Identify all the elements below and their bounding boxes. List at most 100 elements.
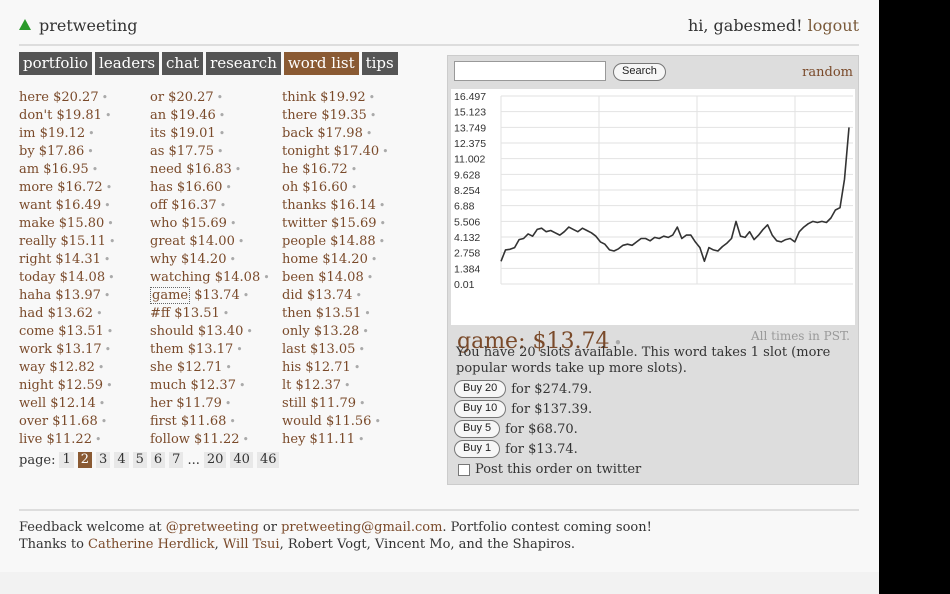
buy-button[interactable]: Buy 5 [454, 420, 501, 438]
word-item[interactable]: today $14.08 • [19, 269, 115, 287]
search-button[interactable]: Search [613, 63, 666, 81]
page-link[interactable]: 1 [59, 452, 74, 468]
word-name: lt [282, 378, 292, 393]
word-item[interactable]: an $19.46 • [150, 107, 270, 125]
word-item[interactable]: come $13.51 • [19, 323, 115, 341]
twitter-handle-link[interactable]: @pretweeting [165, 520, 259, 535]
word-item[interactable]: am $16.95 • [19, 161, 115, 179]
word-item[interactable]: still $11.79 • [282, 395, 389, 413]
word-item[interactable]: think $19.92 • [282, 89, 389, 107]
word-item[interactable]: has $16.60 • [150, 179, 270, 197]
word-item[interactable]: why $14.20 • [150, 251, 270, 269]
page-link[interactable]: 6 [150, 452, 166, 468]
twitter-option[interactable]: Post this order on twitter [458, 462, 641, 477]
word-item[interactable]: im $19.12 • [19, 125, 115, 143]
bullet-icon: • [218, 109, 226, 122]
word-item[interactable]: who $15.69 • [150, 215, 270, 233]
word-item[interactable]: here $20.27 • [19, 89, 115, 107]
word-item[interactable]: follow $11.22 • [150, 431, 270, 449]
word-item[interactable]: as $17.75 • [150, 143, 270, 161]
word-item[interactable]: only $13.28 • [282, 323, 389, 341]
page-link[interactable]: 7 [169, 452, 184, 468]
page-link[interactable]: 5 [132, 452, 147, 468]
word-name: by [19, 144, 35, 159]
word-item[interactable]: his $12.71 • [282, 359, 389, 377]
word-item[interactable]: live $11.22 • [19, 431, 115, 449]
word-price: $16.83 [182, 162, 232, 177]
page-link[interactable]: 20 [203, 452, 227, 468]
word-item[interactable]: #ff $13.51 • [150, 305, 270, 323]
credit-link[interactable]: Will Tsui [222, 537, 280, 552]
word-item[interactable]: did $13.74 • [282, 287, 389, 305]
word-item[interactable]: twitter $15.69 • [282, 215, 389, 233]
word-item[interactable]: she $12.71 • [150, 359, 270, 377]
word-item[interactable]: watching $14.08 • [150, 269, 270, 287]
word-item[interactable]: tonight $17.40 • [282, 143, 389, 161]
buy-button[interactable]: Buy 20 [454, 380, 507, 398]
word-item[interactable]: off $16.37 • [150, 197, 270, 215]
random-link[interactable]: random [802, 65, 853, 80]
word-price: $12.82 [45, 360, 95, 375]
word-item[interactable]: don't $19.81 • [19, 107, 115, 125]
brand[interactable]: pretweeting [19, 16, 138, 35]
word-item[interactable]: people $14.88 • [282, 233, 389, 251]
word-item[interactable]: there $19.35 • [282, 107, 389, 125]
word-item[interactable]: thanks $16.14 • [282, 197, 389, 215]
word-item[interactable]: way $12.82 • [19, 359, 115, 377]
bullet-icon: • [355, 289, 362, 302]
word-item[interactable]: make $15.80 • [19, 215, 115, 233]
word-item[interactable]: home $14.20 • [282, 251, 389, 269]
page-link[interactable]: 3 [96, 452, 111, 468]
page-link[interactable]: 40 [230, 452, 253, 468]
word-item[interactable]: well $12.14 • [19, 395, 115, 413]
word-item[interactable]: them $13.17 • [150, 341, 270, 359]
word-item[interactable]: need $16.83 • [150, 161, 270, 179]
word-item[interactable]: or $20.27 • [150, 89, 270, 107]
word-item[interactable]: been $14.08 • [282, 269, 389, 287]
word-item[interactable]: really $15.11 • [19, 233, 115, 251]
word-item[interactable]: her $11.79 • [150, 395, 270, 413]
nav-tab-tips[interactable]: tips [361, 52, 398, 75]
search-input[interactable] [454, 61, 606, 81]
nav-tab-research[interactable]: research [206, 52, 281, 75]
word-item[interactable]: he $16.72 • [282, 161, 389, 179]
logout-link[interactable]: logout [807, 16, 859, 35]
email-link[interactable]: pretweeting@gmail.com [281, 520, 443, 535]
word-item[interactable]: should $13.40 • [150, 323, 270, 341]
nav-tab-portfolio[interactable]: portfolio [19, 52, 93, 75]
word-item[interactable]: haha $13.97 • [19, 287, 115, 305]
word-item[interactable]: much $12.37 • [150, 377, 270, 395]
buy-button[interactable]: Buy 10 [454, 400, 507, 418]
word-item[interactable]: then $13.51 • [282, 305, 389, 323]
word-price: $16.72 [53, 180, 103, 195]
page-link[interactable]: 4 [114, 452, 129, 468]
bullet-icon: • [105, 181, 113, 194]
word-item[interactable]: over $11.68 • [19, 413, 115, 431]
word-item[interactable]: its $19.01 • [150, 125, 270, 143]
word-item[interactable]: by $17.86 • [19, 143, 115, 161]
word-item[interactable]: more $16.72 • [19, 179, 115, 197]
credit-link[interactable]: Catherine Herdlick [88, 537, 215, 552]
word-item[interactable]: hey $11.11 • [282, 431, 389, 449]
word-item[interactable]: game $13.74 • [150, 287, 270, 305]
word-item[interactable]: would $11.56 • [282, 413, 389, 431]
page-link[interactable]: 2 [77, 452, 93, 468]
word-name: them [150, 342, 184, 357]
word-item[interactable]: first $11.68 • [150, 413, 270, 431]
word-item[interactable]: back $17.98 • [282, 125, 389, 143]
page-link[interactable]: 46 [256, 452, 280, 468]
word-item[interactable]: oh $16.60 • [282, 179, 389, 197]
word-item[interactable]: had $13.62 • [19, 305, 115, 323]
word-item[interactable]: night $12.59 • [19, 377, 115, 395]
nav-tab-chat[interactable]: chat [162, 52, 204, 75]
nav-tab-word-list[interactable]: word list [283, 52, 359, 75]
word-item[interactable]: work $13.17 • [19, 341, 115, 359]
word-item[interactable]: last $13.05 • [282, 341, 389, 359]
word-item[interactable]: great $14.00 • [150, 233, 270, 251]
word-item[interactable]: want $16.49 • [19, 197, 115, 215]
word-item[interactable]: lt $12.37 • [282, 377, 389, 395]
word-item[interactable]: right $14.31 • [19, 251, 115, 269]
buy-button[interactable]: Buy 1 [454, 440, 501, 458]
nav-tab-leaders[interactable]: leaders [95, 52, 160, 75]
twitter-checkbox[interactable] [458, 463, 470, 476]
